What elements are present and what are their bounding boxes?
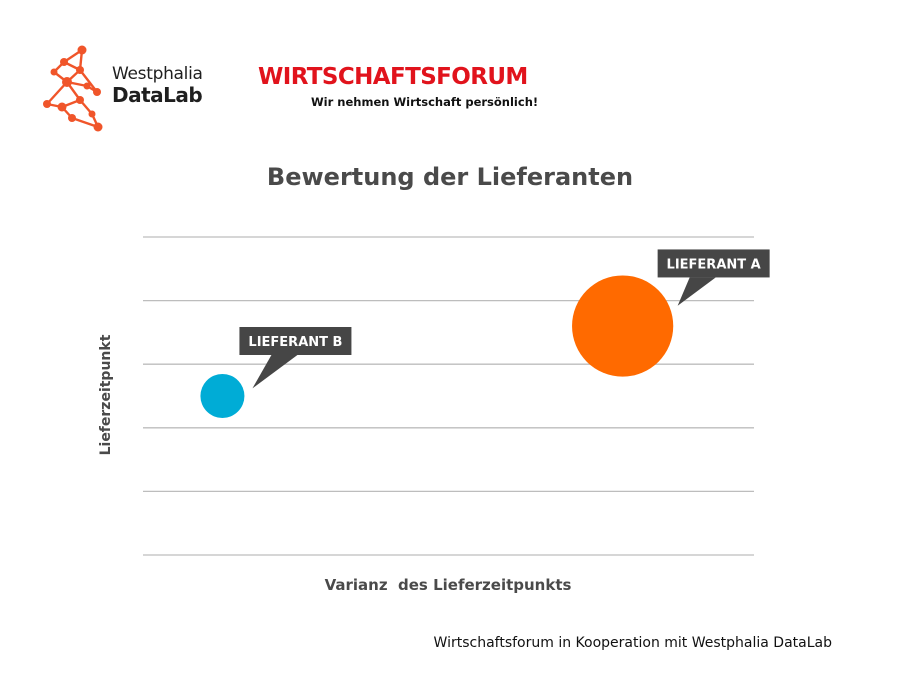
chart-points: LIEFERANT B LIEFERANT A <box>200 249 770 418</box>
westphalia-logo-text-line1: Westphalia <box>112 64 203 84</box>
label-pointer <box>252 355 298 389</box>
bubble-lieferant-b <box>200 374 245 418</box>
chart-title: Bewertung der Lieferanten <box>266 163 634 191</box>
westphalia-logo-text-line2: DataLab <box>112 83 203 107</box>
bubble-lieferant-a <box>572 275 674 377</box>
westphalia-datalab-logo: Westphalia DataLab <box>42 42 222 137</box>
footer-credit: Wirtschaftsforum in Kooperation mit West… <box>433 635 832 651</box>
x-axis-label: Varianz des Lieferzeitpunkts <box>324 576 572 594</box>
wirtschaftsforum-tagline: Wir nehmen Wirtschaft persönlich! <box>311 95 539 109</box>
label-box <box>239 327 352 355</box>
wirtschaftsforum-logo-title: WIRTSCHAFTSFORUM <box>258 64 528 90</box>
label-pointer <box>677 277 716 306</box>
y-axis-label: Lieferzeitpunkt <box>98 334 114 456</box>
label-box <box>657 249 770 278</box>
point-label: LIEFERANT A <box>667 257 761 272</box>
point-label: LIEFERANT B <box>248 335 342 350</box>
wirtschaftsforum-logo: WIRTSCHAFTSFORUM Wir nehmen Wirtschaft p… <box>258 64 548 109</box>
network-graph-icon <box>43 45 103 132</box>
